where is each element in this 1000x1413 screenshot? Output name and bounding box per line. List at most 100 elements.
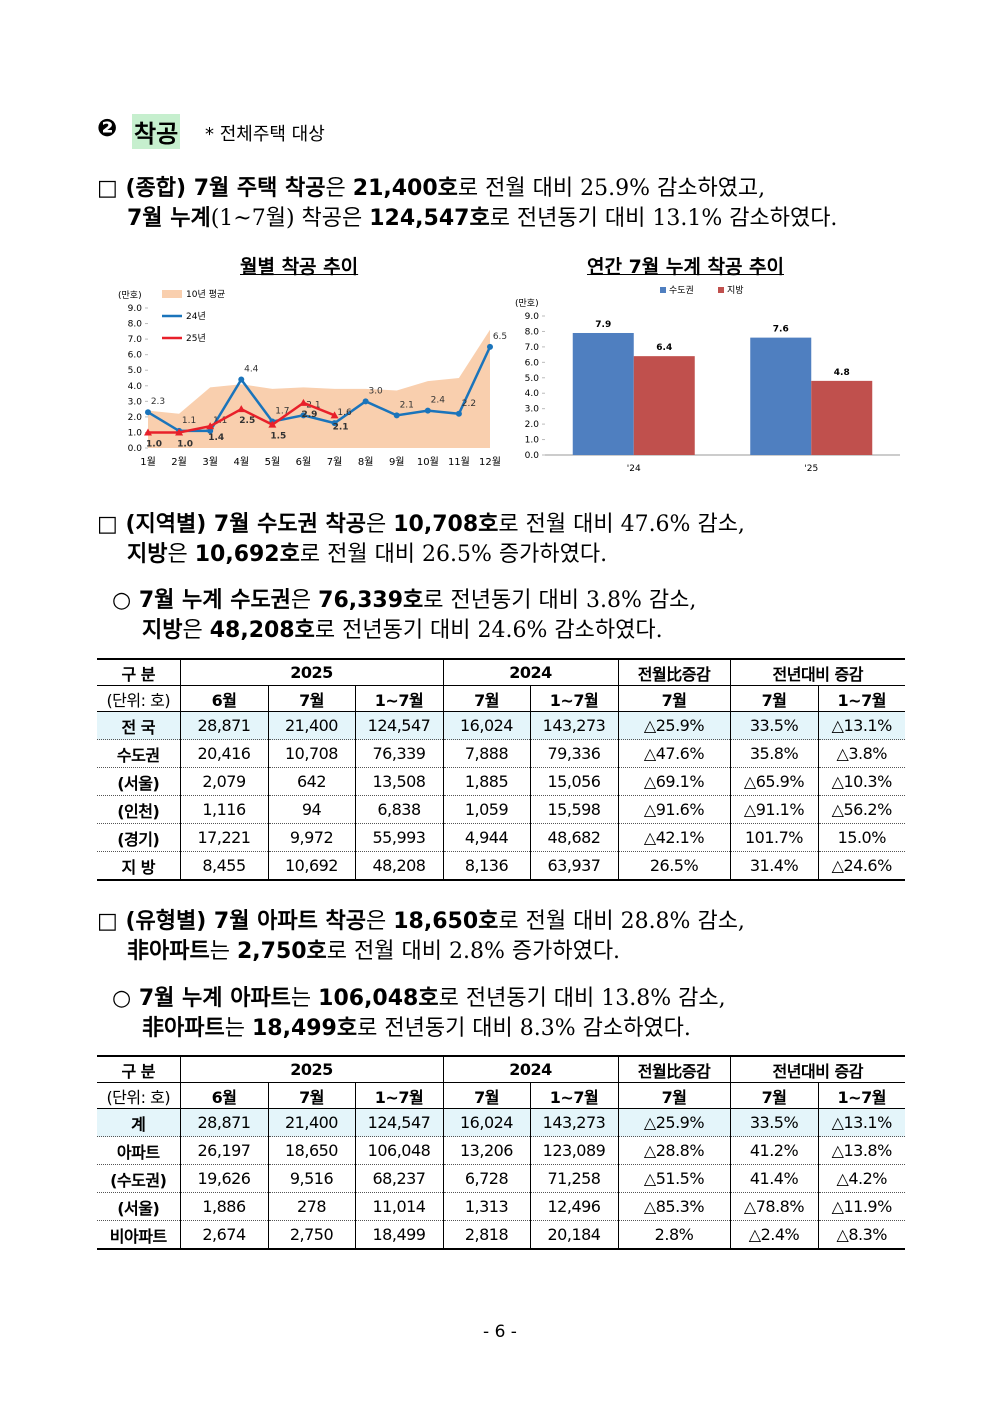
cell: △65.9%	[729, 767, 819, 796]
cell: △13.1%	[817, 711, 905, 740]
cell: 10,692	[267, 851, 356, 881]
y-tick-label: 0.0	[128, 444, 143, 454]
chart-title: 연간 7월 누계 착공 추이	[587, 256, 784, 278]
cell: (서울)	[97, 767, 181, 796]
text-run: 로 전월 대비 28.8% 감소,	[498, 909, 745, 934]
data-label: 1.4	[208, 433, 224, 443]
marker	[331, 420, 338, 427]
cell: 124,547	[354, 1108, 444, 1137]
data-label: 1.1	[182, 416, 196, 426]
y-tick-label: 7.0	[525, 343, 540, 353]
legend-label: 10년 평균	[186, 289, 225, 300]
header-row: 구 분 2025 2024 전월比증감 전년대비 증감	[97, 1056, 905, 1083]
cell: △3.8%	[817, 739, 905, 768]
cell: (인천)	[97, 795, 181, 824]
data-label: 2.1	[306, 400, 320, 410]
data-label: 2.1	[333, 422, 349, 432]
data-label: 2.2	[462, 399, 476, 409]
data-label: 1.5	[270, 432, 286, 442]
text-run: 은	[366, 909, 394, 934]
text-run: 은	[167, 542, 195, 567]
cell: (서울)	[97, 1192, 181, 1221]
text-run: 로 전년동기 대비 3.8% 감소,	[423, 588, 697, 613]
data-label: 1.6	[337, 408, 352, 418]
y-tick-label: 9.0	[128, 304, 143, 314]
text-run: 은	[366, 512, 394, 537]
text-run: 非아파트	[127, 939, 210, 964]
cell: △25.9%	[617, 711, 731, 740]
cell: △13.1%	[817, 1108, 905, 1137]
cell: (수도권)	[97, 1164, 181, 1193]
x-tick-label: 12월	[479, 456, 501, 468]
text-run: □ (유형별) 7월 아파트 착공	[97, 909, 367, 934]
header-cell: (단위: 호)	[97, 685, 181, 712]
text-run: 10,692호	[194, 542, 300, 567]
paragraph-line: □ (지역별) 7월 수도권 착공은 10,708호로 전월 대비 47.6% …	[97, 506, 745, 538]
paragraph-line: 지방은 10,692호로 전월 대비 26.5% 증가하였다.	[127, 536, 607, 568]
x-tick-label: 9월	[389, 456, 405, 468]
text-run: 는	[209, 939, 237, 964]
cell: 48,682	[529, 823, 619, 852]
cell: 전 국	[97, 711, 181, 740]
header-cell: 7월	[442, 685, 531, 712]
data-label: 1.0	[177, 439, 193, 449]
data-label: 3.0	[368, 386, 383, 396]
data-table: 구 분 2025 2024 전월比증감 전년대비 증감 (단위: 호) 6월 7월 1~7월 7월…	[97, 658, 905, 881]
y-tick-label: 0.0	[525, 451, 540, 461]
y-tick-label: 6.0	[525, 358, 540, 368]
text-run: 124,547호	[369, 206, 490, 231]
data-label: 2.9	[301, 410, 317, 420]
y-tick-label: 5.0	[525, 374, 540, 384]
cell: 35.8%	[729, 739, 819, 768]
header-cell: 전년대비 증감	[729, 1056, 905, 1083]
cell: 1,885	[442, 767, 531, 796]
chart-title: 월별 착공 추이	[240, 256, 359, 278]
x-tick-label: '24	[627, 464, 641, 474]
y-tick-label: 8.0	[128, 320, 143, 330]
cell: 지 방	[97, 851, 181, 881]
cell: 8,136	[442, 851, 531, 881]
paragraph-line: 지방은 48,208호로 전년동기 대비 24.6% 감소하였다.	[142, 612, 663, 644]
data-label: 4.8	[834, 368, 850, 378]
data-row: 비아파트 2,674 2,750 18,499 2,818 20,184 2.8% △2.4%…	[97, 1220, 905, 1250]
marker	[487, 343, 493, 350]
legend-label: 지방	[727, 285, 744, 296]
x-tick-label: 3월	[202, 456, 218, 468]
cell: 15,598	[529, 795, 619, 824]
cell: 2,750	[267, 1220, 356, 1250]
cell: 9,972	[267, 823, 356, 852]
header-cell: 7월	[729, 1082, 819, 1109]
x-tick-label: 4월	[233, 456, 249, 468]
line	[147, 346, 492, 433]
header-cell: 7월	[267, 1082, 356, 1109]
cell: 33.5%	[729, 711, 819, 740]
marker	[175, 428, 184, 436]
header-cell: 1~7월	[354, 1082, 444, 1109]
cell: △25.9%	[617, 1108, 731, 1137]
header-cell: 7월	[617, 1082, 731, 1109]
header-cell: 7월	[267, 685, 356, 712]
cell: 48,208	[354, 851, 444, 881]
marker	[207, 427, 214, 434]
text-run: 은	[290, 588, 319, 613]
legend-swatch	[660, 287, 666, 293]
text-run: (1~7월) 착공은	[210, 206, 370, 231]
header-cell: 전월比증감	[617, 1056, 731, 1083]
cell: △91.1%	[729, 795, 819, 824]
cell: 6,838	[354, 795, 444, 824]
cell: 28,871	[179, 711, 269, 740]
cell: 31.4%	[729, 851, 819, 881]
cell: 94	[267, 795, 356, 824]
cell: 18,499	[354, 1220, 444, 1250]
text-run: 는	[224, 1016, 252, 1041]
text-run: 非아파트	[142, 1016, 225, 1041]
cell: 55,993	[354, 823, 444, 852]
text-run: 로 전월 대비 26.5% 증가하였다.	[299, 542, 608, 567]
x-tick-label: 11월	[448, 456, 470, 468]
header-cell: 7월	[617, 685, 731, 712]
marker	[362, 398, 369, 405]
cell: 79,336	[529, 739, 619, 768]
y-tick-label: 4.0	[525, 389, 540, 399]
cell: 1,886	[179, 1192, 269, 1221]
bar	[811, 380, 873, 455]
